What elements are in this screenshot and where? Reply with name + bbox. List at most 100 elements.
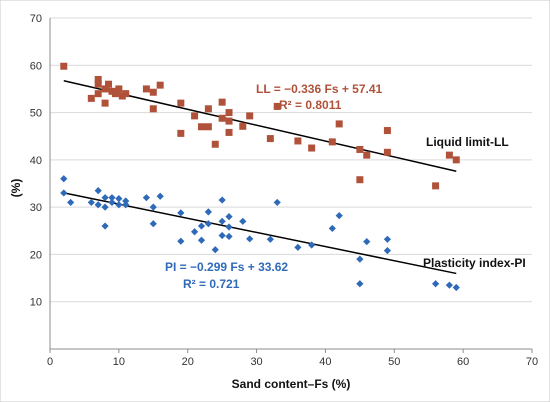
point-series-0-24 bbox=[218, 98, 226, 106]
point-series-0-5 bbox=[101, 99, 109, 107]
point-series-0-32 bbox=[273, 102, 281, 110]
point-series-1-41 bbox=[356, 255, 364, 263]
x-tick-label-2: 20 bbox=[182, 356, 194, 368]
point-series-0-2 bbox=[94, 90, 102, 98]
point-series-1-36 bbox=[273, 198, 281, 207]
trendline-series-1 bbox=[63, 192, 457, 275]
point-series-1-9 bbox=[108, 194, 116, 202]
point-series-1-46 bbox=[432, 280, 440, 288]
x-axis-title: Sand content–Fs (%) bbox=[232, 377, 351, 391]
point-series-0-23 bbox=[211, 140, 219, 148]
point-series-1-1 bbox=[60, 189, 68, 197]
point-series-0-9 bbox=[111, 90, 119, 98]
point-series-1-0 bbox=[60, 175, 68, 183]
point-series-1-21 bbox=[191, 228, 199, 236]
point-series-1-7 bbox=[101, 203, 109, 211]
point-series-0-19 bbox=[191, 112, 199, 120]
y-axis-title: (%) bbox=[9, 179, 23, 198]
point-series-0-22 bbox=[204, 123, 212, 131]
point-series-1-29 bbox=[218, 231, 226, 240]
y-tick-label-4: 50 bbox=[30, 108, 42, 120]
point-series-0-40 bbox=[383, 127, 391, 135]
point-series-0-31 bbox=[266, 135, 274, 143]
point-series-1-30 bbox=[225, 213, 233, 221]
x-tick-label-4: 40 bbox=[319, 356, 331, 368]
ll-series-label: Liquid limit-LL bbox=[426, 135, 509, 149]
y-tick-label-2: 30 bbox=[30, 202, 42, 214]
point-series-0-33 bbox=[294, 137, 302, 145]
point-series-1-37 bbox=[294, 243, 302, 251]
point-series-1-31 bbox=[225, 223, 233, 231]
point-series-1-14 bbox=[122, 201, 130, 209]
point-series-1-19 bbox=[177, 209, 185, 217]
point-series-1-40 bbox=[335, 212, 343, 220]
point-series-0-44 bbox=[452, 156, 460, 164]
point-series-1-32 bbox=[225, 232, 233, 241]
point-series-0-15 bbox=[149, 105, 157, 113]
point-series-0-17 bbox=[177, 99, 185, 107]
point-series-0-20 bbox=[197, 123, 205, 131]
point-series-1-38 bbox=[308, 241, 316, 249]
point-series-1-17 bbox=[149, 220, 157, 228]
point-series-1-39 bbox=[328, 224, 336, 233]
point-series-0-34 bbox=[308, 144, 316, 152]
pi-equation: PI = −0.299 Fs + 33.62 bbox=[165, 260, 288, 274]
point-series-1-16 bbox=[149, 203, 157, 211]
y-tick-label-6: 70 bbox=[30, 13, 42, 25]
point-series-0-6 bbox=[101, 85, 109, 93]
point-series-1-11 bbox=[115, 201, 123, 209]
point-series-1-12 bbox=[115, 195, 123, 203]
point-series-0-25 bbox=[218, 114, 226, 122]
point-series-1-33 bbox=[239, 217, 247, 225]
x-tick-label-1: 10 bbox=[113, 356, 125, 368]
y-tick-label-0: 10 bbox=[30, 297, 42, 309]
point-series-1-5 bbox=[94, 201, 102, 209]
point-series-1-4 bbox=[94, 186, 102, 195]
point-series-0-21 bbox=[204, 105, 212, 113]
point-series-1-28 bbox=[218, 217, 226, 225]
point-series-0-42 bbox=[432, 182, 440, 190]
x-tick-label-5: 50 bbox=[388, 356, 400, 368]
point-series-1-25 bbox=[204, 220, 212, 228]
point-series-1-47 bbox=[445, 281, 453, 289]
point-series-0-13 bbox=[142, 85, 150, 93]
point-series-0-12 bbox=[122, 90, 130, 98]
point-series-1-26 bbox=[211, 246, 219, 254]
point-series-0-1 bbox=[87, 94, 95, 102]
point-series-0-27 bbox=[225, 117, 233, 125]
point-series-0-39 bbox=[363, 151, 371, 159]
point-series-1-3 bbox=[87, 198, 95, 207]
point-series-1-24 bbox=[204, 208, 212, 216]
point-series-0-4 bbox=[94, 75, 102, 83]
point-series-1-10 bbox=[108, 198, 116, 207]
point-series-1-43 bbox=[363, 238, 371, 246]
point-series-1-34 bbox=[246, 235, 254, 243]
point-series-1-35 bbox=[266, 235, 274, 243]
point-series-1-42 bbox=[356, 280, 364, 288]
point-series-0-36 bbox=[335, 120, 343, 128]
point-series-0-29 bbox=[239, 122, 247, 130]
point-series-1-20 bbox=[177, 237, 185, 245]
point-series-0-3 bbox=[94, 80, 102, 88]
point-series-0-0 bbox=[60, 62, 68, 70]
point-series-0-7 bbox=[105, 80, 113, 88]
point-series-1-6 bbox=[101, 194, 109, 202]
ll-equation: LL = −0.336 Fs + 57.41 bbox=[256, 82, 383, 96]
point-series-1-18 bbox=[156, 192, 164, 200]
x-tick-label-6: 60 bbox=[457, 356, 469, 368]
x-tick-label-0: 0 bbox=[47, 356, 53, 368]
point-series-0-43 bbox=[445, 151, 453, 159]
point-series-0-10 bbox=[115, 85, 123, 93]
point-series-0-18 bbox=[177, 129, 185, 137]
point-series-0-35 bbox=[328, 138, 336, 146]
y-tick-label-1: 20 bbox=[30, 249, 42, 261]
point-series-1-45 bbox=[383, 247, 391, 255]
point-series-1-23 bbox=[197, 236, 206, 244]
point-series-1-8 bbox=[101, 222, 109, 230]
point-series-0-41 bbox=[383, 148, 391, 156]
x-tick-label-7: 70 bbox=[526, 356, 538, 368]
y-tick-label-3: 40 bbox=[30, 155, 42, 167]
point-series-1-15 bbox=[142, 194, 150, 202]
